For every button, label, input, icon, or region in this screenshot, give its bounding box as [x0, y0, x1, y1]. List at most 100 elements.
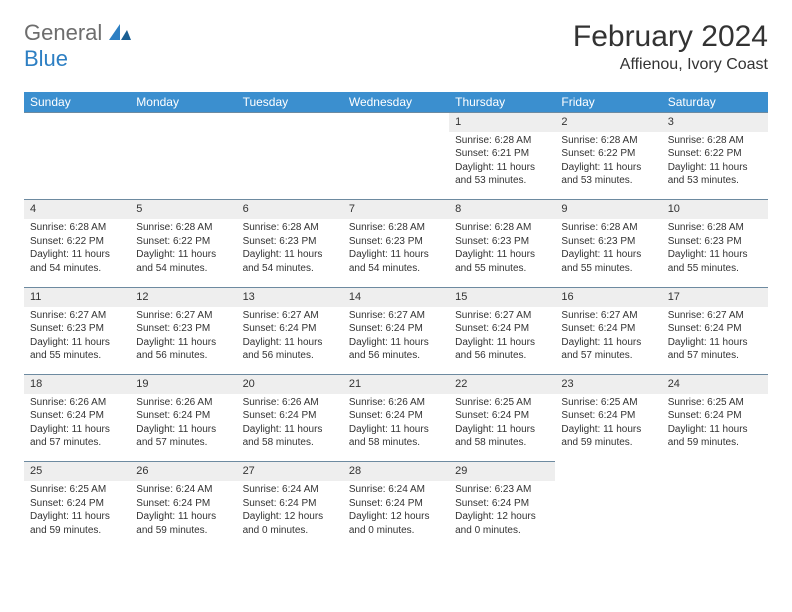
daynum-cell — [662, 462, 768, 481]
detail-cell: Sunrise: 6:27 AM Sunset: 6:24 PM Dayligh… — [662, 307, 768, 367]
title-block: February 2024 Affienou, Ivory Coast — [573, 20, 768, 74]
daynum-row: 18192021222324 — [24, 375, 768, 394]
detail-cell: Sunrise: 6:28 AM Sunset: 6:22 PM Dayligh… — [555, 132, 661, 192]
daynum-cell: 24 — [662, 375, 768, 394]
daynum-row: 2526272829 — [24, 462, 768, 481]
daynum-cell: 10 — [662, 200, 768, 219]
detail-cell: Sunrise: 6:24 AM Sunset: 6:24 PM Dayligh… — [237, 481, 343, 541]
daynum-row: 123 — [24, 113, 768, 132]
daynum-cell: 22 — [449, 375, 555, 394]
detail-cell: Sunrise: 6:28 AM Sunset: 6:21 PM Dayligh… — [449, 132, 555, 192]
daynum-cell: 25 — [24, 462, 130, 481]
daynum-cell: 9 — [555, 200, 661, 219]
detail-cell: Sunrise: 6:26 AM Sunset: 6:24 PM Dayligh… — [130, 394, 236, 454]
separator-row — [24, 192, 768, 200]
detail-cell: Sunrise: 6:27 AM Sunset: 6:24 PM Dayligh… — [555, 307, 661, 367]
detail-row: Sunrise: 6:28 AM Sunset: 6:21 PM Dayligh… — [24, 132, 768, 192]
detail-cell: Sunrise: 6:28 AM Sunset: 6:23 PM Dayligh… — [662, 219, 768, 279]
daynum-cell: 15 — [449, 287, 555, 306]
dayname-cell: Friday — [555, 92, 661, 113]
dayname-cell: Thursday — [449, 92, 555, 113]
month-title: February 2024 — [573, 20, 768, 54]
daynum-cell: 27 — [237, 462, 343, 481]
detail-cell: Sunrise: 6:28 AM Sunset: 6:23 PM Dayligh… — [449, 219, 555, 279]
detail-cell: Sunrise: 6:24 AM Sunset: 6:24 PM Dayligh… — [130, 481, 236, 541]
detail-row: Sunrise: 6:28 AM Sunset: 6:22 PM Dayligh… — [24, 219, 768, 279]
separator-row — [24, 367, 768, 375]
detail-cell: Sunrise: 6:27 AM Sunset: 6:24 PM Dayligh… — [237, 307, 343, 367]
daynum-cell: 23 — [555, 375, 661, 394]
daynum-cell: 1 — [449, 113, 555, 132]
daynum-cell: 19 — [130, 375, 236, 394]
daynum-cell — [237, 113, 343, 132]
daynum-cell — [24, 113, 130, 132]
separator-row — [24, 279, 768, 287]
detail-cell: Sunrise: 6:25 AM Sunset: 6:24 PM Dayligh… — [24, 481, 130, 541]
daynum-row: 11121314151617 — [24, 287, 768, 306]
daynum-cell: 26 — [130, 462, 236, 481]
dayname-row: Sunday Monday Tuesday Wednesday Thursday… — [24, 92, 768, 113]
daynum-cell: 3 — [662, 113, 768, 132]
detail-cell: Sunrise: 6:28 AM Sunset: 6:22 PM Dayligh… — [24, 219, 130, 279]
detail-cell: Sunrise: 6:28 AM Sunset: 6:23 PM Dayligh… — [237, 219, 343, 279]
dayname-cell: Monday — [130, 92, 236, 113]
detail-cell: Sunrise: 6:25 AM Sunset: 6:24 PM Dayligh… — [662, 394, 768, 454]
daynum-cell: 13 — [237, 287, 343, 306]
daynum-cell: 16 — [555, 287, 661, 306]
daynum-cell: 2 — [555, 113, 661, 132]
daynum-cell: 21 — [343, 375, 449, 394]
logo-word-blue: Blue — [24, 46, 68, 71]
detail-cell — [555, 481, 661, 541]
detail-row: Sunrise: 6:25 AM Sunset: 6:24 PM Dayligh… — [24, 481, 768, 541]
dayname-cell: Sunday — [24, 92, 130, 113]
location-label: Affienou, Ivory Coast — [573, 56, 768, 74]
detail-cell: Sunrise: 6:27 AM Sunset: 6:24 PM Dayligh… — [449, 307, 555, 367]
daynum-cell: 20 — [237, 375, 343, 394]
daynum-cell: 7 — [343, 200, 449, 219]
detail-cell: Sunrise: 6:25 AM Sunset: 6:24 PM Dayligh… — [555, 394, 661, 454]
detail-cell: Sunrise: 6:27 AM Sunset: 6:24 PM Dayligh… — [343, 307, 449, 367]
detail-cell — [24, 132, 130, 192]
calendar-table: Sunday Monday Tuesday Wednesday Thursday… — [24, 92, 768, 541]
detail-cell: Sunrise: 6:28 AM Sunset: 6:23 PM Dayligh… — [343, 219, 449, 279]
logo-word-general: General — [24, 20, 102, 45]
daynum-cell: 18 — [24, 375, 130, 394]
dayname-cell: Tuesday — [237, 92, 343, 113]
page-header: General Blue February 2024 Affienou, Ivo… — [24, 20, 768, 74]
dayname-cell: Saturday — [662, 92, 768, 113]
detail-cell — [662, 481, 768, 541]
daynum-cell: 28 — [343, 462, 449, 481]
daynum-cell — [343, 113, 449, 132]
detail-row: Sunrise: 6:26 AM Sunset: 6:24 PM Dayligh… — [24, 394, 768, 454]
daynum-row: 45678910 — [24, 200, 768, 219]
detail-cell: Sunrise: 6:28 AM Sunset: 6:22 PM Dayligh… — [130, 219, 236, 279]
detail-cell: Sunrise: 6:27 AM Sunset: 6:23 PM Dayligh… — [24, 307, 130, 367]
detail-cell: Sunrise: 6:28 AM Sunset: 6:23 PM Dayligh… — [555, 219, 661, 279]
daynum-cell — [130, 113, 236, 132]
detail-cell: Sunrise: 6:25 AM Sunset: 6:24 PM Dayligh… — [449, 394, 555, 454]
daynum-cell: 5 — [130, 200, 236, 219]
detail-cell: Sunrise: 6:26 AM Sunset: 6:24 PM Dayligh… — [237, 394, 343, 454]
daynum-cell: 17 — [662, 287, 768, 306]
daynum-cell: 14 — [343, 287, 449, 306]
detail-cell — [343, 132, 449, 192]
daynum-cell: 11 — [24, 287, 130, 306]
daynum-cell: 6 — [237, 200, 343, 219]
logo-text: General Blue — [24, 20, 131, 72]
daynum-cell — [555, 462, 661, 481]
detail-cell: Sunrise: 6:23 AM Sunset: 6:24 PM Dayligh… — [449, 481, 555, 541]
detail-cell: Sunrise: 6:27 AM Sunset: 6:23 PM Dayligh… — [130, 307, 236, 367]
detail-cell: Sunrise: 6:24 AM Sunset: 6:24 PM Dayligh… — [343, 481, 449, 541]
daynum-cell: 4 — [24, 200, 130, 219]
logo-sail-icon — [109, 24, 131, 40]
detail-row: Sunrise: 6:27 AM Sunset: 6:23 PM Dayligh… — [24, 307, 768, 367]
detail-cell: Sunrise: 6:28 AM Sunset: 6:22 PM Dayligh… — [662, 132, 768, 192]
dayname-cell: Wednesday — [343, 92, 449, 113]
detail-cell: Sunrise: 6:26 AM Sunset: 6:24 PM Dayligh… — [24, 394, 130, 454]
logo: General Blue — [24, 20, 131, 72]
detail-cell — [237, 132, 343, 192]
daynum-cell: 29 — [449, 462, 555, 481]
daynum-cell: 12 — [130, 287, 236, 306]
detail-cell: Sunrise: 6:26 AM Sunset: 6:24 PM Dayligh… — [343, 394, 449, 454]
detail-cell — [130, 132, 236, 192]
